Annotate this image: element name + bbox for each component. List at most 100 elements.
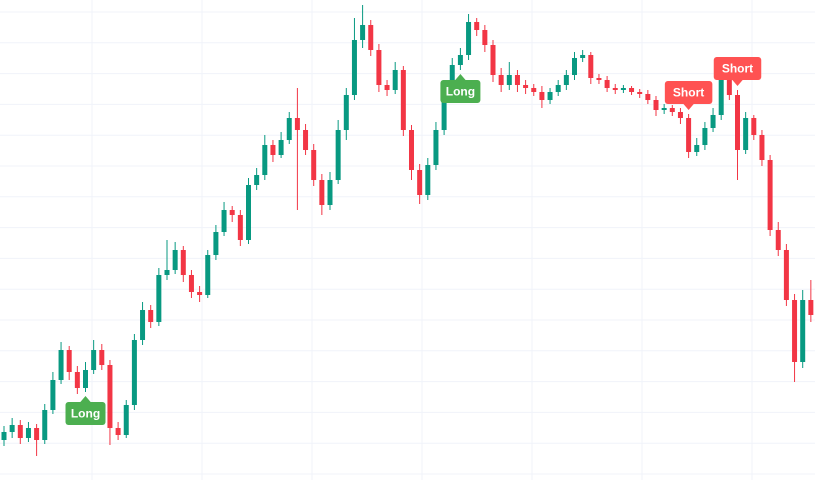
signal-label: Short [722,62,753,76]
candle-body [107,365,113,428]
candle-body [327,180,333,205]
candle-body [376,50,382,85]
candle-body [319,180,325,205]
candle-body [775,230,781,250]
candle-body [718,70,724,115]
candle-body [303,130,309,150]
candle-body [131,340,137,405]
candle-body [42,410,48,440]
signal-marker: Short [713,57,762,86]
candle-body [580,55,586,58]
candle-body [1,432,7,440]
candle-body [425,165,431,195]
candle-body [17,425,23,438]
candle-body [490,45,496,75]
candle-body [506,75,512,85]
candle-body [563,75,569,85]
candle-body [188,275,194,292]
candle-body [66,350,72,372]
candle-body [588,55,594,78]
candle-body [417,170,423,195]
candle-body [50,380,56,410]
candle-body [604,80,610,88]
signal-box [440,80,481,103]
candle-body [726,70,732,95]
candle-body [180,250,186,275]
candle-body [620,88,626,90]
candle-body [148,310,154,322]
candle-body [294,118,300,130]
candle-body [466,22,472,55]
candle-body [221,210,227,232]
candle-body [669,108,675,112]
candle-body [140,310,146,340]
candle-body [34,428,40,440]
candle-body [335,130,341,180]
candle-body [547,92,553,100]
candle-body [498,75,504,85]
candle-body [457,55,463,65]
candle-body [58,350,64,380]
candle-body [653,100,659,110]
candle-body [229,210,235,215]
candle-body [9,425,15,432]
candle-body [572,58,577,75]
signal-arrow [682,103,695,110]
candle-body [99,350,105,365]
signal-box [664,81,713,104]
signal-label: Long [446,85,475,99]
candle-body [743,118,749,150]
candle-body [686,118,692,152]
candle-body [74,372,80,388]
candle-body [735,95,740,150]
candle-body [759,135,765,160]
candle-body [677,112,683,118]
candle-body [409,130,414,170]
candle-body [612,88,618,90]
candle-body [278,140,284,155]
candle-body [270,145,276,155]
candle-body [262,145,268,175]
candle-body [482,30,488,45]
candle-body [629,88,635,92]
candle-body [91,350,97,370]
candle-body [792,300,798,362]
candle-body [368,25,374,50]
candle-body [783,250,789,300]
candle-body [694,145,700,152]
candle-body [710,115,716,128]
candle-body [311,150,317,180]
candle-body [246,185,251,240]
candle-body [596,78,602,80]
candle-body [645,94,651,100]
candle-body [661,108,667,110]
candle-body [351,40,357,95]
candle-body [384,85,390,90]
candle-body [441,95,447,130]
candle-body [531,88,537,92]
candle-body [343,95,349,130]
candle-body [205,255,211,295]
candle-body [213,232,219,255]
signal-arrow [731,79,744,86]
signal-label: Short [673,86,704,100]
candle-body [197,292,203,295]
candle-body [25,428,31,438]
candle-body [286,118,292,140]
signal-arrow [79,396,92,403]
candle-body [637,92,643,94]
signal-marker: Short [664,81,713,110]
candle-body [702,128,708,145]
candle-body [800,300,806,362]
signal-box [713,57,762,80]
candle-body [254,175,260,185]
candle-body [83,370,88,388]
signal-box [65,402,106,425]
candle-body [392,70,398,90]
candle-body [433,130,439,165]
candle-body [767,160,773,230]
candle-body [360,25,366,40]
